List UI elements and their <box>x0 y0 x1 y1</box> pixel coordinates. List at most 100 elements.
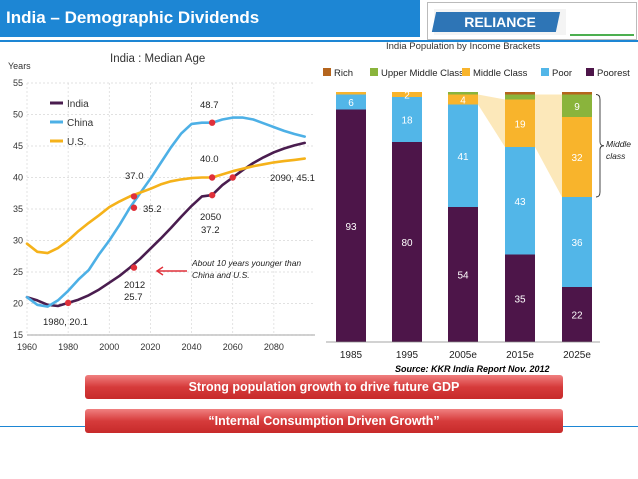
bar-segment <box>562 287 592 342</box>
bar-segment <box>336 109 366 342</box>
line-chart-note: About 10 years younger than <box>191 258 301 268</box>
line-chart-title: India : Median Age <box>110 53 205 65</box>
bar-data-label: 22 <box>571 311 583 322</box>
bar-segment <box>562 197 592 287</box>
x-tick-label: 2080 <box>264 342 284 352</box>
bar-data-label: 19 <box>514 119 526 130</box>
middle-class-label: Middle <box>606 139 631 149</box>
bar-legend-label: Rich <box>334 68 353 79</box>
bar-data-label: 93 <box>345 222 357 233</box>
page-title: India – Demographic Dividends <box>6 8 260 27</box>
line-chart-annotation: 2090, 45.1 <box>270 173 315 184</box>
x-tick-label: 2000 <box>99 342 119 352</box>
line-chart-annotation: 35.2 <box>143 204 162 215</box>
bar-category-label: 2005e <box>449 350 477 361</box>
bar-segment <box>448 94 478 105</box>
legend-label: U.S. <box>67 137 86 148</box>
data-point-marker <box>130 204 138 211</box>
line-chart-annotation: 37.2 <box>201 225 220 236</box>
y-tick-label: 45 <box>13 141 23 151</box>
bar-legend-swatch <box>370 68 378 76</box>
series-line-china <box>25 116 307 308</box>
bar-segment <box>336 94 366 110</box>
legend-label: China <box>67 118 94 129</box>
bar-data-label: 9 <box>574 102 580 113</box>
y-tick-label: 55 <box>13 78 23 88</box>
x-tick-label: 2020 <box>140 342 160 352</box>
line-chart-annotation: 40.0 <box>200 154 219 165</box>
line-chart-annotation: 2012 <box>124 280 145 291</box>
logo-text: RELIANCE <box>464 14 536 30</box>
source-note: Source: KKR India Report Nov. 2012 <box>395 364 550 374</box>
line-chart-annotation: 2050 <box>200 212 221 223</box>
bar-segment <box>336 92 366 95</box>
bar-category-label: 1995 <box>396 350 419 361</box>
y-tick-label: 30 <box>13 236 23 246</box>
bar-data-label: 41 <box>457 152 469 163</box>
middle-class-label: class <box>606 151 626 161</box>
annotation-arrowhead <box>155 266 164 276</box>
series-line-india <box>25 141 307 308</box>
bar-legend-label: Middle Class <box>473 68 528 79</box>
bar-segment <box>505 254 535 342</box>
middle-class-connector <box>478 94 505 147</box>
bar-segment <box>448 92 478 95</box>
bar-data-label: 54 <box>457 271 469 282</box>
x-tick-label: 1980 <box>58 342 78 352</box>
middle-class-bracket <box>595 94 605 198</box>
bar-chart-title: India Population by Income Brackets <box>386 41 540 52</box>
data-point-marker <box>208 119 216 126</box>
bar-segment <box>392 97 422 142</box>
bar-category-label: 1985 <box>340 350 363 361</box>
bar-segment <box>505 92 535 95</box>
y-tick-label: 40 <box>13 173 23 183</box>
data-point-marker <box>64 299 72 307</box>
line-chart-annotation: 1980, 20.1 <box>43 317 88 328</box>
x-tick-label: 2060 <box>223 342 243 352</box>
growth-banner: Strong population growth to drive future… <box>85 375 563 399</box>
data-point-marker <box>208 174 216 181</box>
bar-legend-swatch <box>541 68 549 76</box>
bar-segment <box>392 142 422 342</box>
bar-segment <box>562 117 592 197</box>
bar-data-label: 2 <box>404 91 410 102</box>
bar-data-label: 6 <box>348 98 354 109</box>
bar-legend-swatch <box>323 68 331 76</box>
bar-legend-label: Upper Middle Class <box>381 68 464 79</box>
y-tick-label: 20 <box>13 299 23 309</box>
bar-segment <box>505 99 535 147</box>
y-tick-label: 25 <box>13 267 23 277</box>
line-chart-annotation: 48.7 <box>200 100 219 111</box>
data-point-marker <box>130 264 138 271</box>
bar-data-label: 4 <box>460 96 466 107</box>
bar-data-label: 18 <box>401 116 413 127</box>
line-chart-annotation: 25.7 <box>124 292 143 303</box>
bar-legend-label: Poor <box>552 68 572 79</box>
line-chart-annotation: 37.0 <box>125 171 144 182</box>
data-point-marker <box>130 193 138 200</box>
bar-data-label: 32 <box>571 153 583 164</box>
bar-segment <box>562 92 592 95</box>
bar-segment <box>392 92 422 97</box>
company-logo: RELIANCE <box>427 2 637 40</box>
title-bar: India – Demographic Dividends <box>0 0 420 37</box>
middle-class-connector <box>535 94 562 197</box>
bar-segment <box>448 104 478 207</box>
y-tick-label: 50 <box>13 110 23 120</box>
y-tick-label: 35 <box>13 204 23 214</box>
data-point-marker <box>208 191 216 199</box>
consumption-banner: “Internal Consumption Driven Growth” <box>85 409 563 433</box>
x-tick-label: 1960 <box>17 342 37 352</box>
bar-data-label: 36 <box>571 238 583 249</box>
bar-legend-swatch <box>462 68 470 76</box>
data-point-marker <box>229 174 236 181</box>
series-line-us <box>25 157 307 255</box>
bar-data-label: 80 <box>401 238 413 249</box>
bar-segment <box>505 147 535 255</box>
bar-category-label: 2015e <box>506 350 534 361</box>
bar-legend-label: Poorest <box>597 68 630 79</box>
line-chart-background <box>2 44 320 344</box>
bar-category-label: 2025e <box>563 350 591 361</box>
header-divider <box>0 40 638 42</box>
